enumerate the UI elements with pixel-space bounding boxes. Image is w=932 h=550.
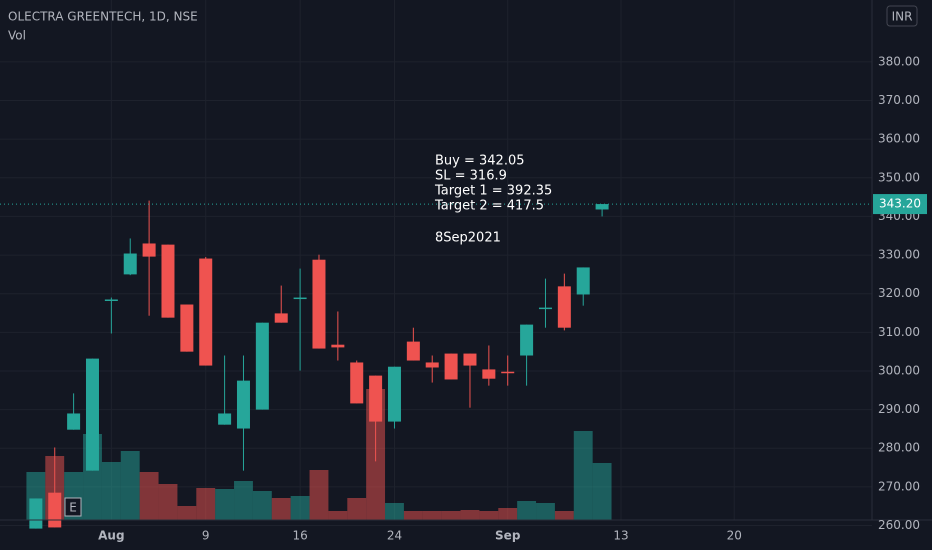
volume-bar: [554, 511, 574, 520]
annotation: 8Sep2021: [435, 231, 501, 246]
candle-body: [85, 358, 99, 471]
candle-body: [218, 413, 232, 425]
x-tick-label: Aug: [98, 529, 124, 543]
x-tick-label: 20: [727, 529, 742, 543]
candle-body: [331, 344, 345, 348]
volume-bar: [441, 511, 461, 520]
volume-bar: [234, 481, 253, 520]
volume-bar: [177, 506, 197, 520]
volume-bar: [196, 488, 216, 520]
candle-body: [576, 267, 590, 295]
currency: INR: [892, 10, 913, 24]
candle-body: [255, 322, 269, 410]
y-tick-label: 360.00: [878, 132, 920, 146]
volume-bar: [403, 511, 423, 520]
volume-bar: [252, 491, 272, 520]
candle-body: [29, 498, 43, 529]
volume-bar: [385, 503, 404, 520]
x-tick-label: 9: [202, 529, 210, 543]
candle-body: [67, 413, 81, 430]
volume-bar: [158, 484, 178, 520]
volume-bar: [479, 511, 499, 520]
annotation: SL = 316.9: [435, 169, 507, 184]
y-tick-label: 280.00: [878, 441, 920, 455]
candle-body: [595, 204, 609, 210]
candle-body: [444, 353, 458, 380]
volume-bar: [215, 489, 235, 520]
label-layer: 260.00 270.00 280.00 290.00 300.00 310.00 320.…: [98, 54, 927, 543]
candle-body: [520, 324, 534, 356]
y-tick-label: 300.00: [878, 363, 920, 377]
volume-bar: [460, 510, 480, 520]
candle-body: [369, 375, 383, 422]
candle-body: [123, 253, 137, 275]
annotation: Buy = 342.05: [435, 154, 525, 169]
y-tick-label: 270.00: [878, 479, 920, 493]
x-tick-label: 13: [613, 529, 628, 543]
volume-bar: [517, 501, 537, 520]
candle-body: [425, 362, 439, 368]
x-tick-label: 24: [387, 529, 402, 543]
y-tick-label: 330.00: [878, 248, 920, 262]
candle-layer: [0, 200, 872, 529]
volume-bar: [290, 496, 310, 520]
volume-bar: [422, 511, 442, 520]
candle-body: [274, 313, 288, 323]
candle-body: [161, 244, 175, 318]
candle-body: [312, 259, 326, 349]
y-tick-label: 260.00: [878, 518, 920, 532]
volume-label: Vol: [8, 29, 26, 43]
candle-body: [463, 353, 477, 366]
y-tick-label: 380.00: [878, 54, 920, 68]
last-price-label: 343.20: [879, 197, 921, 211]
volume-bar: [328, 511, 348, 520]
volume-bar: [309, 470, 329, 520]
y-tick-label: 350.00: [878, 170, 920, 184]
volume-bar: [592, 463, 612, 520]
volume-bar: [347, 498, 367, 520]
grid: [0, 0, 872, 527]
event-marker: E: [69, 501, 77, 515]
y-tick-label: 310.00: [878, 325, 920, 339]
volume-bar: [120, 451, 140, 520]
volume-bar: [101, 462, 121, 520]
y-tick-label: 290.00: [878, 402, 920, 416]
chart-title: OLECTRA GREENTECH, 1D, NSE: [8, 10, 198, 24]
volume-bar: [498, 508, 518, 520]
candle-body: [557, 286, 571, 328]
candle-body: [501, 371, 515, 374]
currency-box[interactable]: [886, 5, 918, 27]
volume-bar: [573, 431, 593, 520]
candle-body: [104, 299, 118, 301]
candle-body: [142, 243, 156, 257]
volume-bar: [139, 472, 159, 520]
annotation: Target 2 = 417.5: [434, 199, 544, 214]
annotation: Target 1 = 392.35: [434, 184, 552, 199]
candle-body: [180, 304, 194, 352]
candle-body: [482, 369, 496, 379]
event-marker-box[interactable]: [64, 497, 82, 517]
volume-bar: [536, 503, 555, 520]
candle-body: [350, 362, 364, 404]
candle-body: [199, 258, 213, 366]
x-tick-label: 16: [292, 529, 307, 543]
candle-body: [538, 307, 552, 310]
y-tick-label: 320.00: [878, 286, 920, 300]
volume-bar: [271, 498, 291, 520]
candle-body: [293, 297, 307, 300]
candle-body: [406, 341, 420, 361]
x-tick-label: Sep: [495, 529, 521, 543]
y-tick-label: 370.00: [878, 93, 920, 107]
last-price-box: [873, 194, 927, 215]
candle-body: [48, 492, 62, 528]
candle-body: [236, 380, 250, 429]
candle-body: [387, 366, 401, 422]
